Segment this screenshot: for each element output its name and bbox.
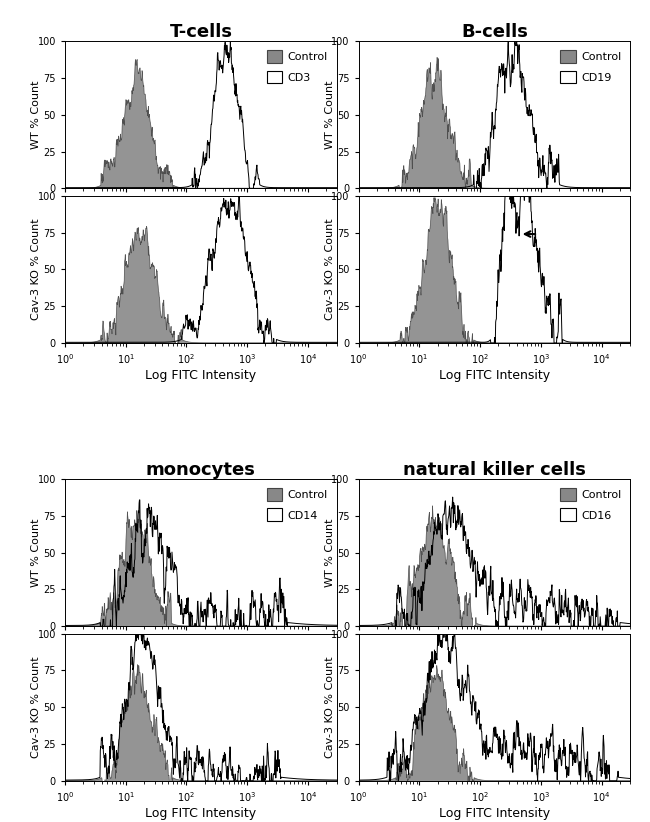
Title: natural killer cells: natural killer cells <box>403 461 586 478</box>
Y-axis label: WT % Count: WT % Count <box>325 519 335 587</box>
Legend: Control, CD16: Control, CD16 <box>557 484 625 524</box>
Y-axis label: Cav-3 KO % Count: Cav-3 KO % Count <box>31 657 41 758</box>
Y-axis label: Cav-3 KO % Count: Cav-3 KO % Count <box>325 219 335 321</box>
Legend: Control, CD19: Control, CD19 <box>557 47 625 87</box>
Y-axis label: WT % Count: WT % Count <box>31 519 41 587</box>
X-axis label: Log FITC Intensity: Log FITC Intensity <box>146 368 257 381</box>
Legend: Control, CD3: Control, CD3 <box>263 47 332 87</box>
X-axis label: Log FITC Intensity: Log FITC Intensity <box>439 368 550 381</box>
Legend: Control, CD14: Control, CD14 <box>263 484 332 524</box>
Y-axis label: Cav-3 KO % Count: Cav-3 KO % Count <box>31 219 41 321</box>
X-axis label: Log FITC Intensity: Log FITC Intensity <box>439 806 550 820</box>
Y-axis label: WT % Count: WT % Count <box>325 81 335 149</box>
Y-axis label: Cav-3 KO % Count: Cav-3 KO % Count <box>325 657 335 758</box>
X-axis label: Log FITC Intensity: Log FITC Intensity <box>146 806 257 820</box>
Title: monocytes: monocytes <box>146 461 256 478</box>
Y-axis label: WT % Count: WT % Count <box>31 81 41 149</box>
Title: B-cells: B-cells <box>461 23 528 41</box>
Title: T-cells: T-cells <box>170 23 233 41</box>
